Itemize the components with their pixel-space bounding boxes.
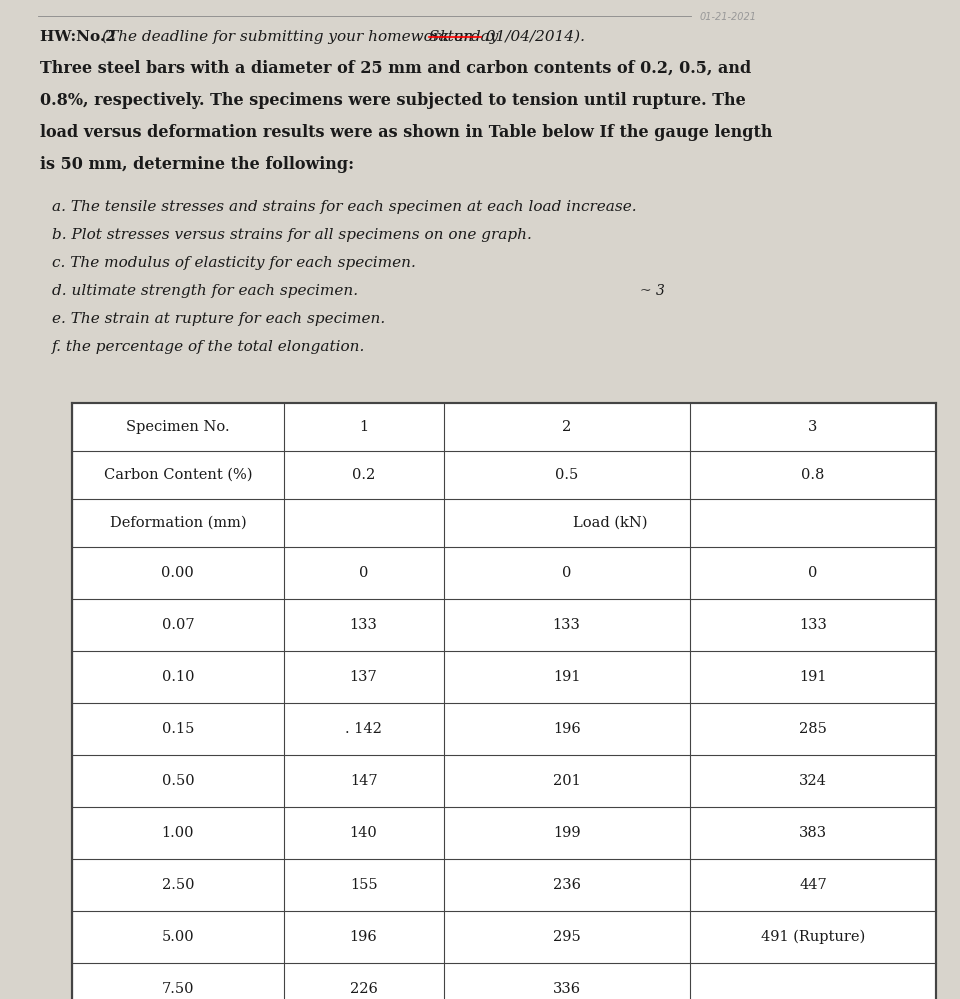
Text: c. The modulus of elasticity for each specimen.: c. The modulus of elasticity for each sp… [52,256,416,270]
Text: 0.07: 0.07 [161,618,194,632]
Text: 01-21-2021: 01-21-2021 [700,12,757,22]
Text: 01/04/2014).: 01/04/2014). [481,30,585,44]
Text: 133: 133 [349,618,377,632]
Text: 491 (Rupture): 491 (Rupture) [760,930,865,944]
Text: d. ultimate strength for each specimen.: d. ultimate strength for each specimen. [52,284,358,298]
Text: 383: 383 [799,826,827,840]
Text: a. The tensile stresses and strains for each specimen at each load increase.: a. The tensile stresses and strains for … [52,200,636,214]
Text: 0.10: 0.10 [161,670,194,684]
Text: 0: 0 [359,566,369,580]
Text: 236: 236 [553,878,581,892]
Text: . 142: . 142 [346,722,382,736]
Text: 1.00: 1.00 [161,826,194,840]
Text: 1: 1 [359,420,369,434]
Text: Load (kN): Load (kN) [572,516,647,530]
Text: Deformation (mm): Deformation (mm) [109,516,246,530]
Text: 147: 147 [349,774,377,788]
Text: f. the percentage of the total elongation.: f. the percentage of the total elongatio… [52,340,366,354]
Text: 196: 196 [349,930,377,944]
Text: 2.50: 2.50 [161,878,194,892]
Text: 285: 285 [799,722,827,736]
Text: 7.50: 7.50 [161,982,194,996]
Text: Specimen No.: Specimen No. [126,420,229,434]
Text: 0.2: 0.2 [352,468,375,482]
Text: 0.8: 0.8 [802,468,825,482]
Text: 0.5: 0.5 [555,468,578,482]
Text: b. Plot stresses versus strains for all specimens on one graph.: b. Plot stresses versus strains for all … [52,228,532,242]
Text: 3: 3 [808,420,818,434]
Text: 336: 336 [553,982,581,996]
Text: Three steel bars with a diameter of 25 mm and carbon contents of 0.2, 0.5, and: Three steel bars with a diameter of 25 m… [40,60,752,77]
FancyBboxPatch shape [72,403,936,999]
Text: 0.50: 0.50 [161,774,194,788]
Text: Saturday: Saturday [429,30,499,44]
Text: 0.00: 0.00 [161,566,194,580]
Text: e. The strain at rupture for each specimen.: e. The strain at rupture for each specim… [52,312,385,326]
Text: 201: 201 [553,774,581,788]
Text: 140: 140 [349,826,377,840]
Text: HW:No.2: HW:No.2 [40,30,121,44]
Text: 226: 226 [349,982,377,996]
Text: (The deadline for submitting your homework on: (The deadline for submitting your homewo… [102,30,478,44]
Text: 295: 295 [553,930,581,944]
Text: 196: 196 [553,722,581,736]
Text: 0.8%, respectively. The specimens were subjected to tension until rupture. The: 0.8%, respectively. The specimens were s… [40,92,746,109]
Text: 155: 155 [349,878,377,892]
Text: 199: 199 [553,826,581,840]
Text: 137: 137 [349,670,377,684]
Text: 133: 133 [553,618,581,632]
Text: 0: 0 [562,566,571,580]
Text: 2: 2 [562,420,571,434]
Text: ~ 3: ~ 3 [640,284,665,298]
Text: 191: 191 [553,670,581,684]
Text: 5.00: 5.00 [161,930,194,944]
Text: 447: 447 [799,878,827,892]
Text: 133: 133 [799,618,827,632]
Text: 324: 324 [799,774,827,788]
Text: 191: 191 [799,670,827,684]
Text: 0: 0 [808,566,818,580]
Text: Carbon Content (%): Carbon Content (%) [104,468,252,482]
Text: load versus deformation results were as shown in Table below If the gauge length: load versus deformation results were as … [40,124,773,141]
Text: is 50 mm, determine the following:: is 50 mm, determine the following: [40,156,354,173]
Text: 0.15: 0.15 [161,722,194,736]
